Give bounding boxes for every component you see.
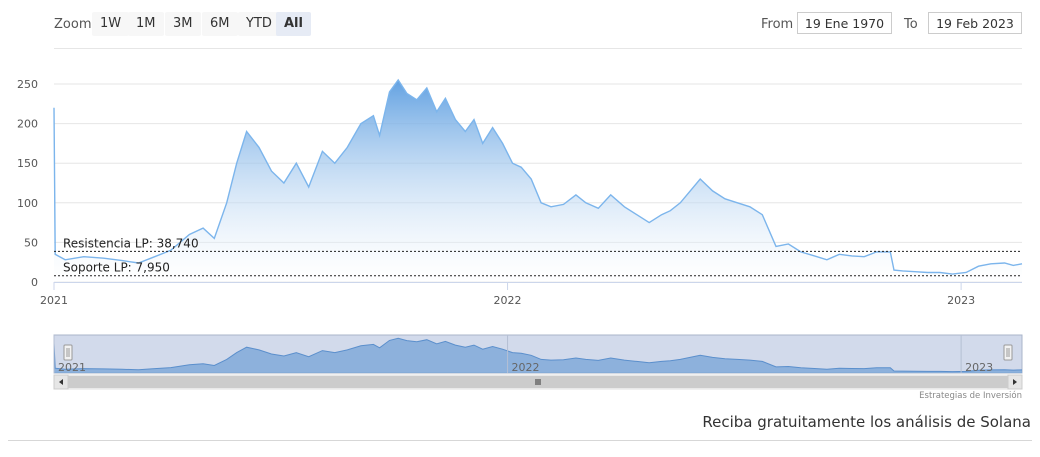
zoom-6m-button[interactable]: 6M <box>202 12 238 36</box>
x-tick-label: 2023 <box>947 294 975 307</box>
zoom-1w-button[interactable]: 1W <box>92 12 130 36</box>
y-tick-label: 100 <box>17 197 38 210</box>
credit-label: Estrategias de Inversión <box>919 391 1022 401</box>
to-label: To <box>904 17 918 32</box>
cta-link[interactable]: Reciba gratuitamente los análisis de Sol… <box>702 413 1031 431</box>
divider <box>8 440 1032 441</box>
navigator-tick-label: 2022 <box>512 361 540 374</box>
resistance-label: Resistencia LP: 38,740 <box>63 236 199 250</box>
y-tick-label: 150 <box>17 157 38 170</box>
range-selector: Zoom 1W 1M 3M 6M YTD All From 19 Ene 197… <box>0 0 1040 48</box>
zoom-label: Zoom <box>54 17 92 32</box>
zoom-1m-button[interactable]: 1M <box>128 12 164 36</box>
zoom-ytd-button[interactable]: YTD <box>238 12 280 36</box>
x-tick-label: 2021 <box>40 294 68 307</box>
zoom-3m-button[interactable]: 3M <box>165 12 201 36</box>
navigator-area <box>54 338 1022 373</box>
arrow-left-icon <box>59 379 63 385</box>
arrow-right-icon <box>1013 379 1017 385</box>
y-tick-label: 250 <box>17 78 38 91</box>
y-tick-label: 0 <box>31 276 38 289</box>
y-tick-label: 50 <box>24 236 38 249</box>
navigator-right-handle[interactable] <box>1003 344 1013 361</box>
navigator-tick-label: 2023 <box>965 361 993 374</box>
y-tick-label: 200 <box>17 118 38 131</box>
navigator[interactable]: 2021 2022 2023 <box>0 333 1040 393</box>
navigator-left-handle[interactable] <box>63 344 73 361</box>
navigator-line <box>53 337 1023 373</box>
navigator-tick-label: 2021 <box>58 361 86 374</box>
series-line <box>53 78 1023 275</box>
support-label: Soporte LP: 7,950 <box>63 261 170 275</box>
from-label: From <box>761 17 794 32</box>
series-area <box>54 80 1022 282</box>
x-tick-label: 2022 <box>494 294 522 307</box>
to-date-input[interactable]: 19 Feb 2023 <box>928 12 1022 34</box>
price-chart: 0 50 100 150 200 250 Resistencia LP: 38,740 Sop… <box>17 48 1023 307</box>
zoom-all-button[interactable]: All <box>276 12 311 36</box>
from-date-input[interactable]: 19 Ene 1970 <box>797 12 892 34</box>
